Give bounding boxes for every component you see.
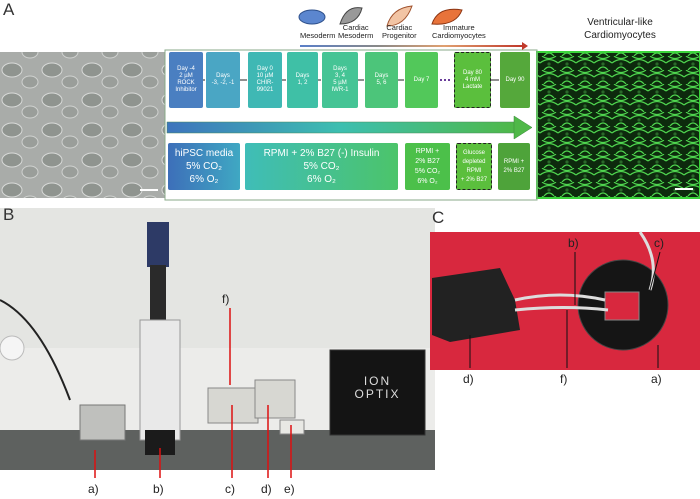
step-line: Day 0 — [257, 66, 273, 72]
media-line: RPMI + — [503, 158, 525, 165]
callout: c) — [225, 482, 235, 496]
step-box: Days -3, -2, -1 — [206, 52, 240, 108]
monitor-line: OPTIX — [354, 387, 401, 401]
step-line: 99021 — [256, 87, 274, 93]
media-box: RPMI + 2% B27 — [498, 143, 530, 190]
media-box: hiPSC media 5% CO₂ 6% O₂ — [168, 143, 240, 190]
media-box: Glucose depleted RPMI + 2% B27 — [456, 143, 492, 190]
step-line: Days — [295, 73, 310, 79]
callout: b) — [153, 482, 164, 496]
media-line: RPMI — [466, 167, 482, 174]
step-line: Days — [216, 73, 230, 79]
step-line: 2 µM — [179, 73, 193, 79]
step-line: 5, 6 — [376, 80, 387, 86]
media-line: RPMI + — [415, 147, 440, 155]
step-box: Day 7 — [405, 52, 438, 108]
step-line: Days — [333, 66, 347, 72]
stage-line: Mesoderm — [338, 31, 374, 40]
panel-label: C — [432, 208, 445, 227]
media-box: RPMI + 2% B27 5% CO₂ 6% O₂ — [405, 143, 450, 190]
panel-label: B — [3, 205, 15, 224]
step-box: Day 0 10 µM CHIR- 99021 — [248, 52, 282, 108]
cardiomyocyte-photo — [536, 51, 700, 199]
callout: d) — [463, 372, 474, 386]
media-line: Glucose — [462, 149, 485, 156]
media-line: 5% CO₂ — [185, 161, 223, 172]
media-line: RPMI + 2% B27 (-) Insulin — [263, 148, 380, 159]
stage-label: Mesoderm — [300, 32, 335, 40]
step-line: Lactate — [462, 83, 483, 90]
stage-line: Progenitor — [382, 31, 417, 40]
step-line: 10 µM — [256, 73, 274, 79]
media-line: hiPSC media — [174, 148, 234, 159]
step-line: ROCK — [177, 80, 195, 86]
step-line: -3, -2, -1 — [211, 80, 235, 86]
step-line: IWR-1 — [331, 87, 349, 93]
callout: f) — [222, 292, 230, 306]
stage-line: Immature — [443, 23, 475, 32]
callout: b) — [568, 236, 579, 250]
callout: e) — [284, 482, 295, 496]
step-box: Day 90 — [500, 52, 530, 108]
step-box: Days 5, 6 — [365, 52, 398, 108]
step-line: CHIR- — [256, 80, 274, 86]
media-line: 6% O₂ — [417, 177, 438, 185]
media-line: depleted — [462, 158, 486, 165]
media-box: RPMI + 2% B27 (-) Insulin 5% CO₂ 6% O₂ — [245, 143, 398, 190]
hipsc-photo — [0, 52, 165, 198]
callout: a) — [651, 372, 662, 386]
step-line: 4 mM — [465, 76, 480, 83]
media-line: 6% O₂ — [307, 174, 336, 185]
callout: c) — [654, 236, 664, 250]
monitor-logo: ION OPTIX — [345, 375, 410, 401]
result-line: Ventricular-like — [587, 17, 653, 28]
stage-label: Cardiac Progenitor — [382, 24, 417, 40]
result-label: Ventricular-like Cardiomyocytes — [560, 16, 680, 42]
step-line: 5 µM — [333, 80, 347, 86]
media-line: + 2% B27 — [460, 176, 488, 183]
step-line: 1, 2 — [297, 80, 308, 86]
step-line: Inhibitor — [175, 87, 197, 93]
media-line: 2% B27 — [415, 157, 440, 165]
step-line: Days — [374, 73, 389, 79]
stage-line: Mesoderm — [300, 31, 336, 40]
stage-line: Cardiac — [386, 23, 413, 32]
step-line: Day 90 — [505, 76, 525, 83]
stage-label: Immature Cardiomyocytes — [432, 24, 486, 40]
step-box: Days 1, 2 — [287, 52, 318, 108]
step-line: Day 7 — [413, 76, 430, 83]
stage-label: Cardiac Mesoderm — [338, 24, 373, 40]
stage-line: Cardiac — [342, 23, 369, 32]
callout: f) — [560, 372, 568, 386]
media-line: 6% O₂ — [189, 174, 219, 185]
panel-label: A — [3, 0, 15, 19]
callout: a) — [88, 482, 99, 496]
callout: d) — [261, 482, 272, 496]
stage-line: Cardiomyocytes — [432, 31, 486, 40]
step-line: Day -4 — [177, 66, 195, 72]
step-line: Day 80 — [462, 69, 482, 76]
media-line: 5% CO₂ — [303, 161, 340, 172]
monitor-line: ION — [363, 374, 392, 388]
step-box: Day -4 2 µM ROCK Inhibitor — [169, 52, 203, 108]
result-line: Cardiomyocytes — [584, 30, 656, 41]
step-line: 3, 4 — [334, 73, 345, 79]
media-line: 2% B27 — [503, 167, 525, 174]
media-line: 5% CO₂ — [414, 167, 441, 175]
step-box: Day 80 4 mM Lactate — [454, 52, 491, 108]
